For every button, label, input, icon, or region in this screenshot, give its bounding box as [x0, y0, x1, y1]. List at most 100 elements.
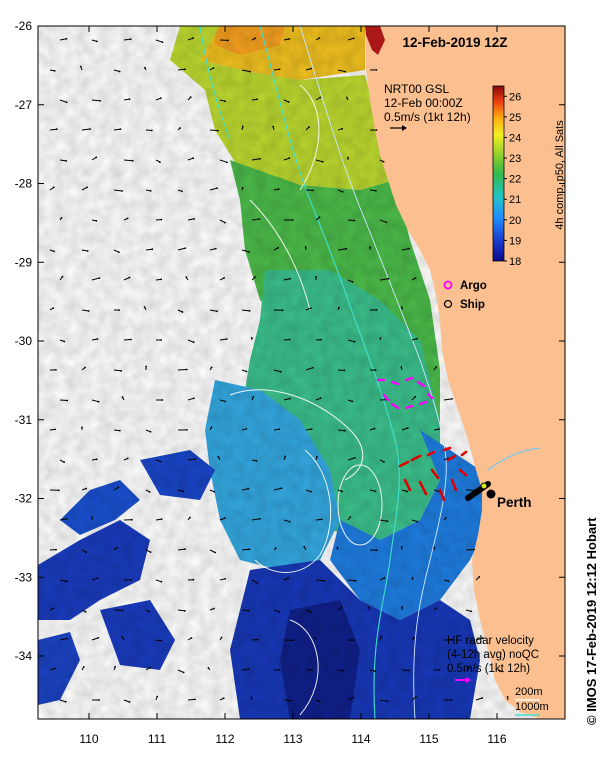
product-line3: 0.5m/s (1kt 12h): [384, 110, 471, 124]
wind-arrow-head: [214, 551, 217, 554]
wind-arrow-head: [281, 309, 284, 312]
wind-arrow-head: [160, 339, 163, 341]
wind-arrow-head: [224, 100, 226, 103]
wind-arrow: [91, 277, 100, 281]
wind-arrow-head: [120, 370, 123, 372]
wind-arrow-head: [99, 100, 102, 102]
land-mass: [365, 26, 565, 719]
wind-arrow-head: [387, 277, 390, 280]
wind-arrow: [251, 518, 260, 521]
wind-arrow: [209, 248, 216, 251]
colorbar-tick-label: 26: [509, 91, 521, 103]
wind-arrow-head: [160, 278, 163, 281]
product-line2: 12-Feb 00:00Z: [384, 96, 463, 110]
wind-arrow-head: [278, 428, 281, 431]
wind-arrow: [145, 248, 153, 251]
wind-arrow-head: [349, 516, 352, 518]
wind-arrow-head: [375, 129, 378, 132]
wind-arrow: [59, 699, 66, 703]
wind-arrow-head: [181, 311, 184, 313]
wind-arrow-head: [245, 427, 248, 430]
wind-arrow-head: [224, 221, 226, 224]
wind-arrow: [241, 609, 249, 612]
wind-arrow: [81, 186, 88, 191]
wind-arrow: [123, 38, 131, 41]
wind-arrow: [443, 398, 453, 401]
wind-arrow: [337, 248, 347, 251]
wind-arrow-head: [445, 517, 447, 519]
y-tick-label: -30: [15, 334, 33, 348]
wind-arrow-head: [318, 216, 321, 219]
wind-arrow: [219, 338, 227, 341]
wind-arrow-head: [277, 246, 280, 249]
wind-arrow-head: [506, 696, 509, 698]
wind-arrow-head: [352, 37, 355, 40]
hf-radar-arrows: [398, 446, 468, 502]
wind-arrow-head: [481, 697, 484, 699]
wind-arrow-head: [277, 188, 280, 191]
wind-arrow-head: [385, 221, 388, 224]
wind-arrow-head: [143, 306, 146, 309]
wind-arrow: [305, 367, 313, 371]
wind-arrow-head: [478, 576, 481, 578]
wind-arrow-head: [400, 366, 403, 368]
x-tick-label: 111: [148, 732, 167, 746]
wind-arrow-head: [98, 699, 100, 701]
product-line1: NRT00 GSL: [384, 82, 449, 96]
colorbar: [492, 85, 505, 262]
wind-arrow-head: [501, 670, 504, 673]
wind-arrow-head: [247, 668, 250, 670]
wind-arrow-head: [85, 551, 87, 554]
wind-arrow-head: [257, 638, 259, 641]
wind-arrow: [369, 489, 376, 492]
credit-text: © IMOS 17-Feb-2019 12:12 Hobart: [584, 517, 599, 725]
wind-arrow-head: [373, 427, 376, 430]
wind-arrow-head: [408, 669, 410, 672]
wind-arrow-head: [96, 338, 99, 340]
y-tick-label: -31: [15, 413, 33, 427]
wind-arrow-head: [122, 609, 124, 612]
wind-arrow-head: [65, 518, 68, 520]
colorbar-tick-label: 23: [509, 153, 521, 165]
wind-arrow-head: [53, 70, 56, 72]
wind-arrow-head: [241, 186, 244, 189]
wind-arrow-head: [291, 639, 294, 642]
wind-arrow-head: [311, 668, 313, 671]
wind-arrow-head: [288, 338, 291, 341]
wind-arrow-head: [289, 699, 292, 702]
wind-arrow: [145, 129, 152, 131]
wind-arrow-head: [91, 516, 93, 518]
wind-arrow-head: [374, 490, 377, 493]
wind-arrow-head: [291, 219, 294, 221]
wind-arrow-head: [190, 637, 193, 639]
wind-arrow-head: [416, 337, 418, 340]
wind-arrow-head: [121, 190, 123, 192]
wind-arrow-head: [345, 96, 348, 99]
wind-arrow-head: [66, 637, 68, 640]
wind-arrow-head: [129, 38, 132, 40]
wind-arrow-head: [144, 66, 146, 69]
wind-arrow-head: [64, 700, 67, 703]
wind-arrow-head: [184, 610, 186, 612]
wind-arrow-head: [89, 128, 91, 130]
wind-arrow-head: [318, 37, 321, 40]
wind-arrow-head: [345, 247, 348, 250]
wind-arrow: [155, 39, 163, 43]
wind-arrow: [123, 277, 130, 281]
wind-arrow-head: [192, 578, 195, 581]
hf-reference-arrow: [455, 677, 471, 683]
wind-arrow: [91, 99, 101, 102]
wind-arrow-head: [55, 548, 57, 551]
wind-arrow-head: [95, 220, 98, 222]
wind-arrow-head: [227, 39, 229, 42]
wind-arrow-head: [413, 636, 415, 639]
wind-arrow-head: [216, 310, 218, 313]
wind-arrow: [251, 158, 261, 161]
wind-arrow: [187, 339, 194, 343]
wind-arrow-head: [184, 68, 186, 71]
wind-arrow-head: [52, 307, 55, 309]
wind-arrow: [283, 339, 290, 341]
wind-arrow-head: [414, 395, 417, 398]
wind-arrow-head: [226, 161, 228, 164]
wind-arrow-head: [450, 639, 453, 641]
